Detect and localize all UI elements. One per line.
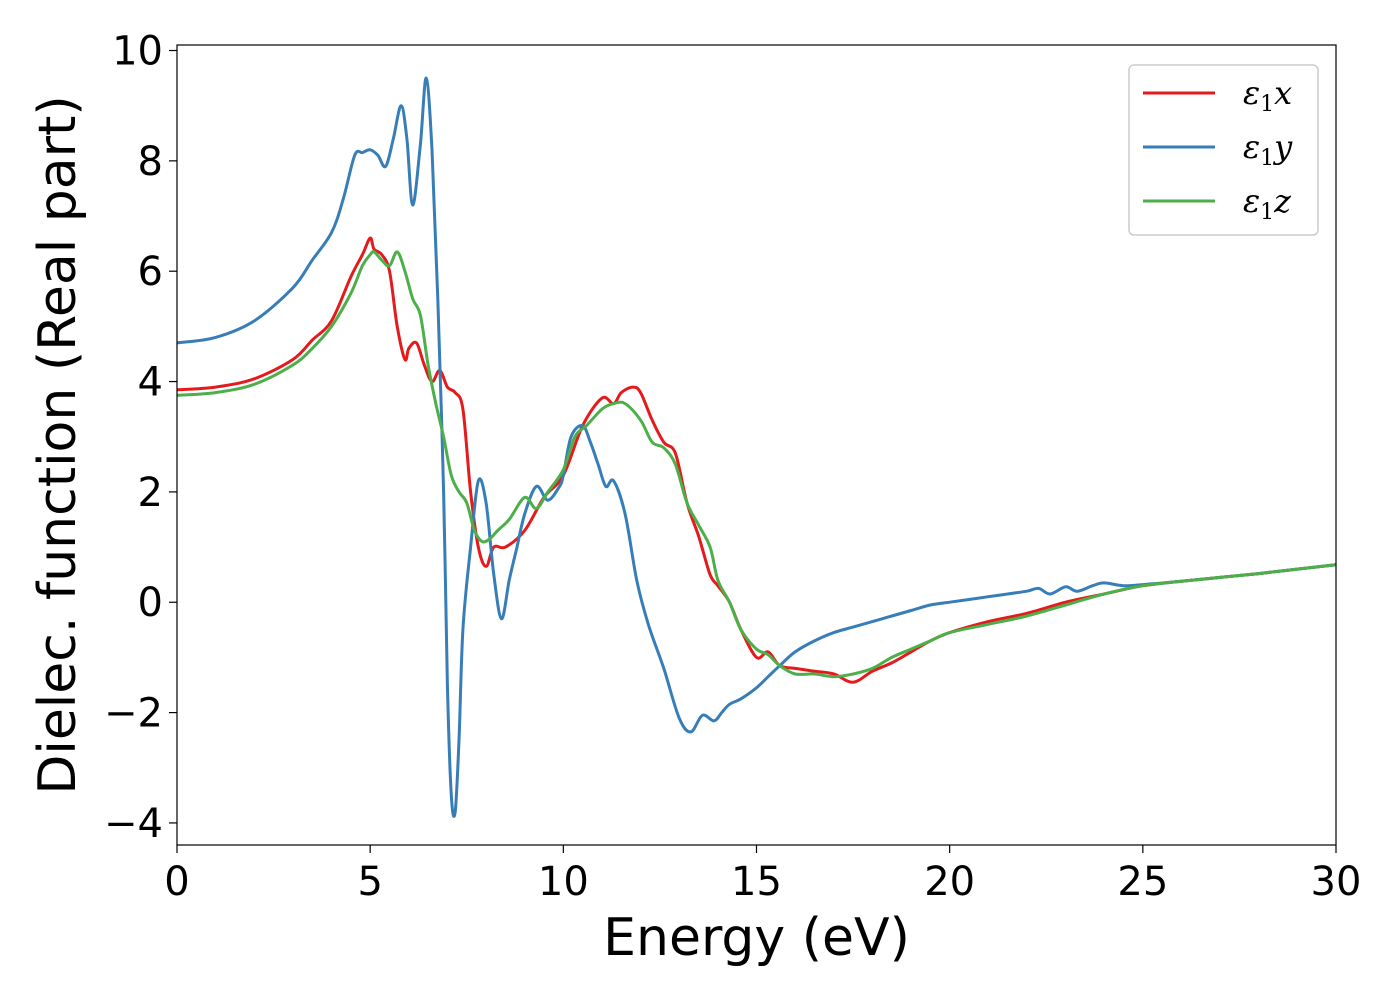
x-tick-label: 0	[164, 859, 189, 905]
x-axis-label: Energy (eV)	[603, 908, 910, 968]
x-tick-label: 25	[1117, 859, 1168, 905]
axis-ticks: 0 5 10 15 20 25 30 −4 −2 0 2 4 6 8 10	[104, 29, 1361, 905]
x-tick-label: 10	[538, 859, 589, 905]
y-tick-label: −4	[104, 801, 163, 847]
y-axis-label: Dielec. function (Real part)	[28, 95, 88, 794]
legend-entry-label: ε1y	[1243, 128, 1293, 171]
y-tick-label: 2	[138, 470, 163, 516]
x-tick-label: 15	[731, 859, 782, 905]
legend-entry-label: ε1z	[1243, 182, 1292, 225]
series-line-z	[177, 250, 1336, 679]
y-tick-label: 8	[138, 139, 163, 185]
legend-entry-label: ε1x	[1243, 74, 1292, 117]
series-line-y	[177, 76, 1336, 818]
y-tick-label: −2	[104, 691, 163, 737]
x-tick-label: 30	[1311, 859, 1362, 905]
series-layer	[177, 76, 1336, 818]
y-tick-label: 0	[138, 580, 163, 626]
y-tick-label: 10	[112, 29, 163, 75]
legend-box	[1128, 64, 1319, 236]
x-tick-label: 20	[924, 859, 975, 905]
x-tick-label: 5	[357, 859, 382, 905]
y-tick-label: 4	[138, 360, 163, 406]
y-tick-label: 6	[138, 249, 163, 295]
legend: ε1x ε1y ε1z	[1128, 64, 1319, 236]
